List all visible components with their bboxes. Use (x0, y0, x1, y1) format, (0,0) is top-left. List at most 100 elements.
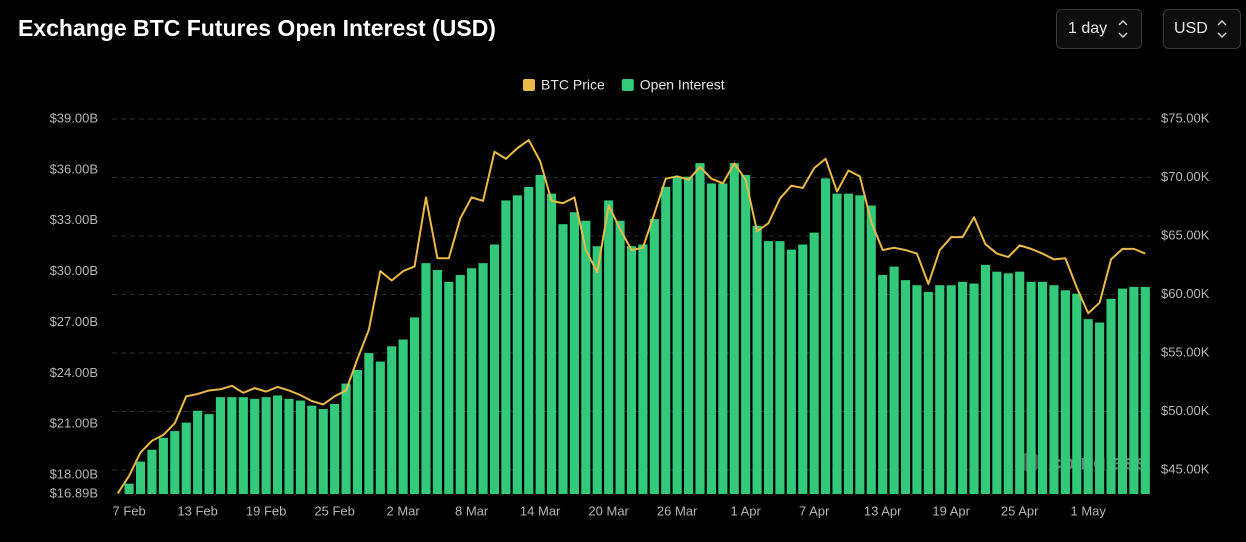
x-tick-label: 7 Feb (113, 503, 146, 518)
bar (604, 200, 613, 494)
bar (536, 175, 545, 494)
select-text[interactable]: 1 day (1068, 20, 1107, 37)
bar (1004, 273, 1013, 494)
bar (307, 406, 316, 494)
bar (467, 268, 476, 494)
bar (969, 284, 978, 494)
x-tick-label: 8 Mar (455, 503, 489, 518)
bar (501, 200, 510, 494)
bar (376, 362, 385, 494)
bar (616, 221, 625, 494)
bar (284, 399, 293, 494)
bar (182, 423, 191, 494)
bar (1129, 287, 1138, 494)
legend-label: BTC Price (541, 77, 605, 93)
bar (136, 462, 145, 494)
bar (444, 282, 453, 494)
bar (399, 339, 408, 494)
x-tick-label: 1 Apr (730, 503, 761, 518)
bar (638, 245, 647, 494)
bar (204, 414, 213, 494)
bar (650, 219, 659, 494)
y-tick-label: $33.00B (50, 212, 98, 227)
bar (262, 397, 271, 494)
x-tick-label: 19 Feb (246, 503, 286, 518)
bar (1118, 289, 1127, 494)
bar (273, 395, 282, 494)
bar (821, 178, 830, 494)
x-tick-label: 19 Apr (932, 503, 970, 518)
x-tick-label: 14 Mar (520, 503, 561, 518)
bar (992, 272, 1001, 494)
bar (627, 246, 636, 494)
bar (844, 194, 853, 494)
x-tick-label: 13 Apr (864, 503, 902, 518)
y2-tick-label: $75.00K (1161, 110, 1210, 125)
bar (239, 397, 248, 494)
bar (741, 175, 750, 494)
y2-tick-label: $50.00K (1161, 403, 1210, 418)
y-tick-label: $36.00B (50, 161, 98, 176)
x-tick-label: 2 Mar (387, 503, 421, 518)
y2-tick-label: $65.00K (1161, 227, 1210, 242)
bar (513, 195, 522, 494)
bar (547, 194, 556, 494)
y2-tick-label: $60.00K (1161, 286, 1210, 301)
bar (1141, 287, 1150, 494)
bar (490, 245, 499, 494)
select-text[interactable]: USD (1174, 20, 1208, 37)
x-tick-label: 20 Mar (588, 503, 629, 518)
bar (421, 263, 430, 494)
bar (558, 224, 567, 494)
bar (159, 438, 168, 494)
bar (1015, 272, 1024, 494)
x-tick-label: 25 Apr (1001, 503, 1039, 518)
bar (147, 450, 156, 494)
y-tick-label: $21.00B (50, 416, 98, 431)
y-tick-label: $27.00B (50, 314, 98, 329)
legend-label: Open Interest (640, 77, 725, 93)
bar (330, 404, 339, 494)
y-tick-label: $16.89B (50, 485, 98, 500)
bar (524, 187, 533, 494)
bar (878, 275, 887, 494)
y2-tick-label: $55.00K (1161, 344, 1210, 359)
bar (753, 226, 762, 494)
bar (193, 411, 202, 494)
bar (695, 163, 704, 494)
bar (319, 409, 328, 494)
currency-select[interactable]: USD (1164, 10, 1241, 49)
bar (410, 317, 419, 494)
bar (581, 221, 590, 494)
bar (810, 233, 819, 494)
bar (227, 397, 236, 494)
bar (341, 384, 350, 494)
chart-title: Exchange BTC Futures Open Interest (USD) (18, 15, 496, 41)
bar (1106, 299, 1115, 494)
bar (707, 183, 716, 494)
x-tick-label: 1 May (1071, 503, 1107, 518)
bar (981, 265, 990, 494)
bar (924, 292, 933, 494)
bar (673, 177, 682, 494)
bar (170, 431, 179, 494)
bar (1049, 285, 1058, 494)
interval-select[interactable]: 1 day (1057, 10, 1142, 49)
bar (570, 212, 579, 494)
legend-swatch (523, 79, 535, 91)
bar (1095, 323, 1104, 494)
bar (1084, 319, 1093, 494)
y2-tick-label: $45.00K (1161, 461, 1210, 476)
bar (433, 270, 442, 494)
x-tick-label: 13 Feb (177, 503, 217, 518)
x-tick-label: 7 Apr (799, 503, 830, 518)
bar (250, 399, 259, 494)
bar (890, 267, 899, 494)
bar (1061, 290, 1070, 494)
bar (1027, 282, 1036, 494)
y2-tick-label: $70.00K (1161, 169, 1210, 184)
y-tick-label: $24.00B (50, 365, 98, 380)
bar (798, 245, 807, 494)
